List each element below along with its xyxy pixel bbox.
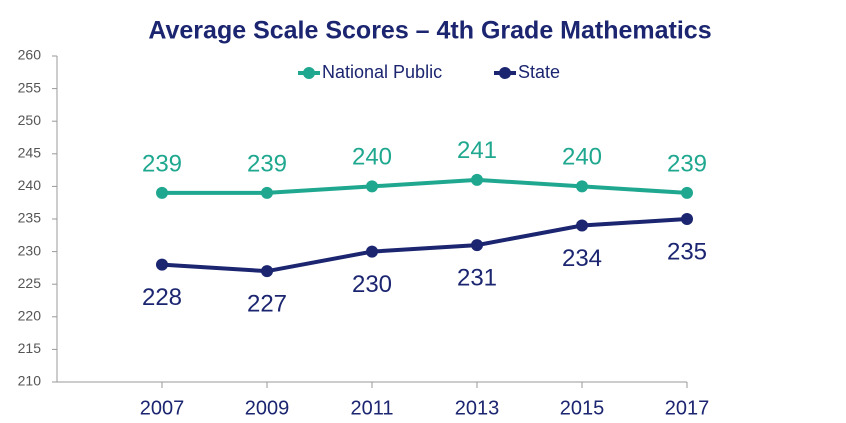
point — [156, 258, 168, 271]
point — [471, 173, 483, 186]
x-tick-label: 2013 — [455, 397, 500, 419]
legend-marker — [303, 67, 315, 79]
point — [366, 245, 378, 258]
y-tick-label: 245 — [18, 145, 42, 161]
point — [576, 219, 588, 232]
y-tick-label: 260 — [18, 47, 42, 63]
point — [261, 265, 273, 278]
x-tick-label: 2007 — [140, 397, 185, 419]
data-label: 234 — [562, 245, 602, 272]
point — [471, 239, 483, 252]
y-tick-label: 240 — [18, 177, 42, 193]
y-tick-label: 230 — [18, 242, 42, 258]
x-tick-label: 2015 — [560, 397, 605, 419]
data-label: 235 — [667, 238, 707, 265]
y-tick-label: 210 — [18, 373, 42, 389]
y-tick-label: 255 — [18, 79, 42, 95]
data-label: 239 — [667, 150, 707, 177]
series-line — [161, 217, 688, 274]
y-tick-label: 250 — [18, 112, 42, 128]
series-line — [162, 177, 688, 195]
point — [366, 180, 378, 193]
chart-title: Average Scale Scores – 4th Grade Mathema… — [148, 17, 711, 45]
data-label: 230 — [352, 271, 392, 298]
point — [681, 213, 693, 225]
data-label: 228 — [142, 284, 182, 311]
data-label: 231 — [457, 264, 497, 291]
x-tick-label: 2017 — [665, 397, 710, 419]
point — [261, 186, 273, 199]
legend-label: State — [518, 62, 560, 82]
data-label: 239 — [142, 150, 182, 177]
data-label: 240 — [562, 144, 602, 171]
x-tick-label: 2009 — [245, 397, 290, 419]
data-label: 241 — [457, 137, 497, 164]
point — [681, 186, 693, 199]
point — [156, 186, 168, 199]
y-tick-label: 225 — [18, 275, 42, 291]
legend-marker — [499, 67, 511, 79]
y-tick-label: 235 — [18, 210, 42, 226]
data-label: 240 — [352, 144, 392, 171]
y-tick-label: 220 — [18, 308, 42, 324]
data-label: 227 — [247, 291, 287, 318]
legend-label: National Public — [322, 62, 442, 82]
point — [576, 180, 588, 193]
y-tick-label: 215 — [18, 340, 42, 356]
data-label: 239 — [247, 150, 287, 177]
x-tick-label: 2011 — [350, 397, 393, 419]
